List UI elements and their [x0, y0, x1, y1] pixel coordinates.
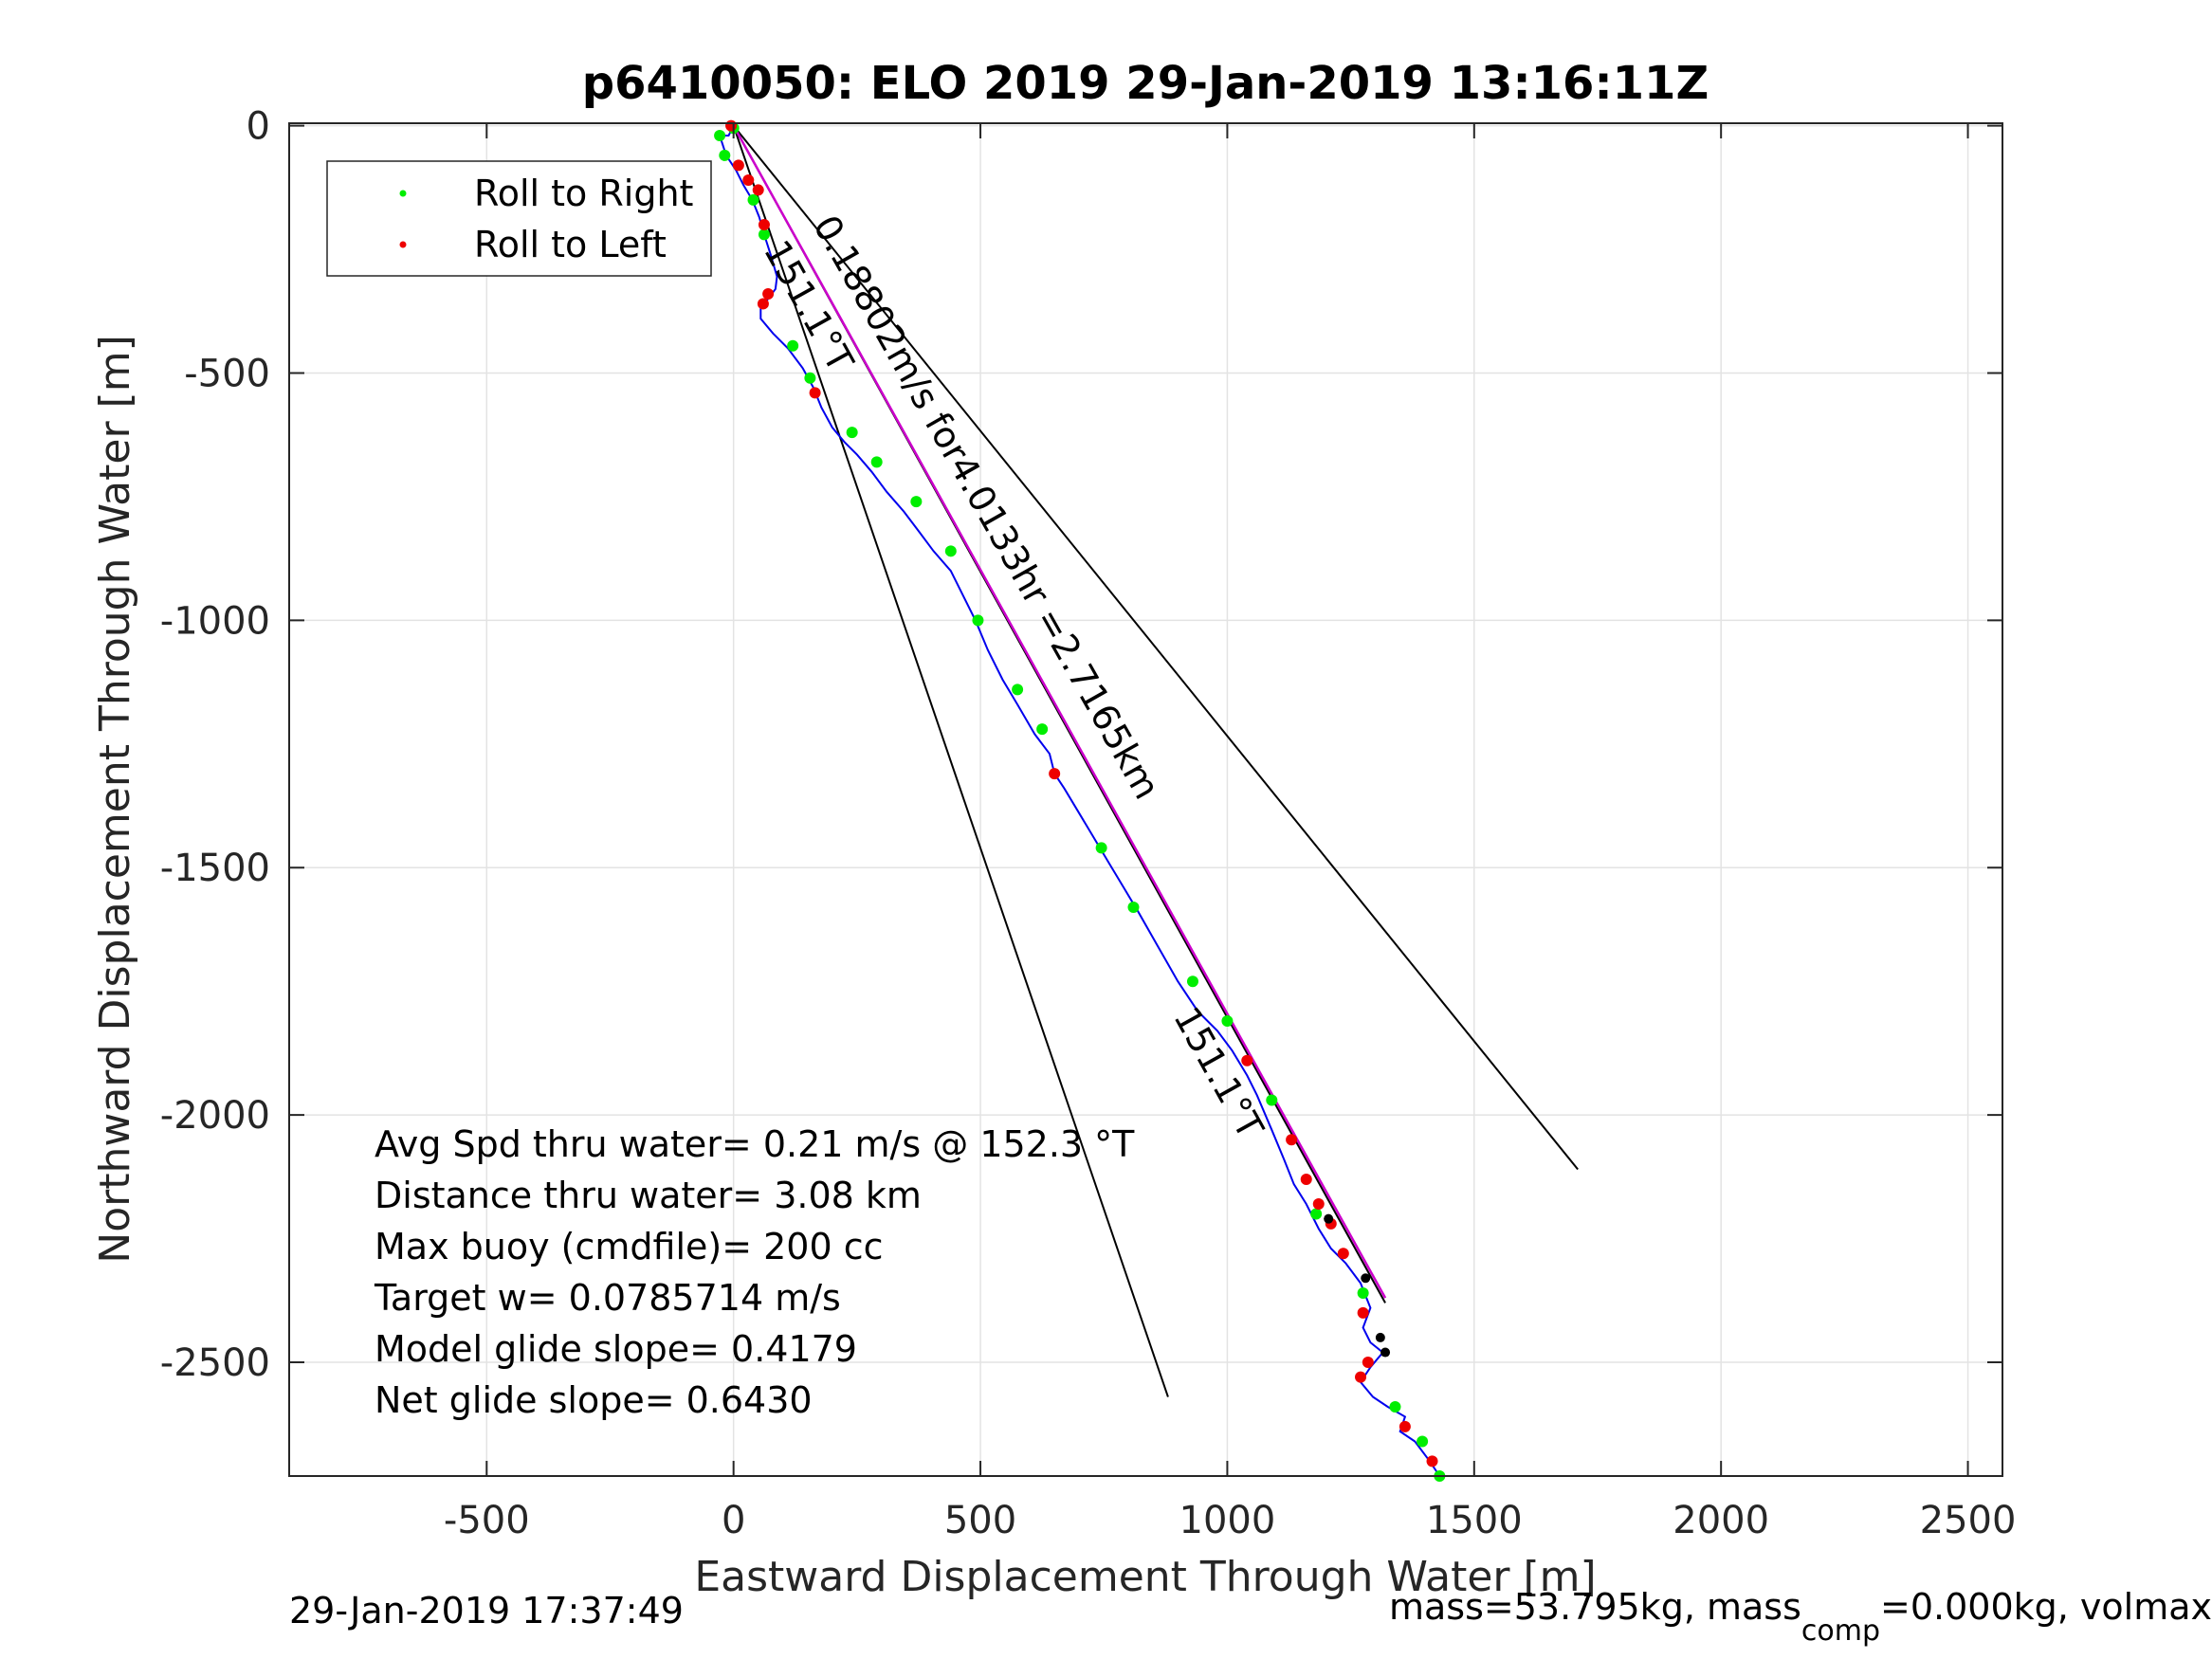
x-tick-label: 1000 — [1179, 1499, 1276, 1542]
ticks: -500 0 500 1000 1500 2000 2500 0 -500 -1000 -1500 -… — [160, 105, 2017, 1542]
roll-left-point — [1337, 1248, 1349, 1260]
y-tick-label: -1000 — [160, 599, 270, 643]
footer-mass: mass=53.795kg, masscomp=0.000kg, volmax — [1389, 1586, 2212, 1648]
black-point — [1380, 1347, 1391, 1358]
x-tick-label: 2500 — [1920, 1499, 2017, 1542]
x-tick-label: 1500 — [1426, 1499, 1523, 1542]
y-tick-label: -500 — [184, 352, 270, 395]
roll-right-point — [758, 228, 770, 241]
roll-right-point — [714, 130, 726, 142]
stat-max-buoy: Max buoy (cmdfile)= 200 cc — [375, 1226, 884, 1267]
footer-mass-prefix: mass=53.795kg, mass — [1389, 1586, 1801, 1628]
roll-left-point — [809, 387, 821, 399]
black-point — [1375, 1332, 1385, 1342]
chart-title: p6410050: ELO 2019 29-Jan-2019 13:16:11Z — [582, 57, 1709, 110]
stats-block: Avg Spd thru water= 0.21 m/s @ 152.3 °T … — [374, 1123, 1135, 1421]
legend-marker-roll-right — [399, 190, 407, 197]
roll-right-point — [1389, 1400, 1401, 1413]
roll-right-point — [972, 614, 984, 627]
black-point — [1324, 1213, 1334, 1224]
roll-right-point — [719, 149, 731, 161]
roll-left-point — [1426, 1455, 1438, 1468]
plot-area — [289, 123, 2002, 1476]
roll-right-point — [747, 193, 759, 206]
roll-left-point — [1286, 1134, 1298, 1146]
x-axis-label: Eastward Displacement Through Water [m] — [694, 1553, 1596, 1601]
roll-left-point — [757, 298, 769, 310]
roll-right-point — [787, 339, 799, 352]
roll-left-point — [742, 174, 755, 187]
roll-left-point — [1241, 1054, 1253, 1066]
y-tick-label: -2500 — [160, 1341, 270, 1385]
roll-right-point — [1357, 1286, 1369, 1299]
stat-model-glide-slope: Model glide slope= 0.4179 — [375, 1328, 857, 1370]
roll-left-point — [758, 218, 770, 230]
stat-net-glide-slope: Net glide slope= 0.6430 — [375, 1379, 813, 1421]
roll-right-point — [1186, 975, 1198, 988]
roll-left-point — [1300, 1173, 1312, 1185]
roll-right-point — [1036, 723, 1049, 736]
footer-mass-subscript: comp — [1801, 1614, 1880, 1648]
roll-left-point — [1362, 1356, 1374, 1368]
footer-mass-suffix: =0.000kg, volmax — [1880, 1586, 2212, 1628]
roll-right-point — [910, 496, 923, 508]
legend-label-roll-left: Roll to Left — [474, 224, 667, 265]
legend-label-roll-right: Roll to Right — [474, 173, 693, 214]
roll-left-point — [1398, 1420, 1411, 1432]
legend: Roll to Right Roll to Left — [326, 160, 712, 277]
stat-avg-speed: Avg Spd thru water= 0.21 m/s @ 152.3 °T — [375, 1123, 1135, 1165]
roll-right-point — [1221, 1014, 1234, 1027]
y-tick-label: -2000 — [160, 1094, 270, 1138]
roll-left-point — [1312, 1198, 1325, 1211]
roll-right-point — [804, 372, 816, 384]
roll-right-point — [944, 545, 957, 557]
roll-right-point — [1266, 1094, 1278, 1106]
roll-right-point — [1127, 901, 1140, 913]
legend-box — [326, 160, 712, 277]
cone-right-line — [732, 124, 1579, 1171]
roll-right-point — [870, 456, 883, 468]
roll-left-point — [732, 159, 744, 172]
legend-marker-roll-left — [399, 241, 407, 248]
x-tick-label: 2000 — [1673, 1499, 1769, 1542]
footer-timestamp: 29-Jan-2019 17:37:49 — [289, 1590, 684, 1632]
y-axis-label: Northward Displacement Through Water [m] — [91, 335, 139, 1263]
x-tick-label: 0 — [722, 1499, 745, 1542]
roll-right-point — [1012, 684, 1024, 696]
stat-target-w: Target w= 0.0785714 m/s — [374, 1277, 841, 1319]
black-point — [1361, 1273, 1371, 1284]
roll-right-point — [1310, 1208, 1323, 1220]
roll-right-point — [1095, 842, 1107, 854]
cone-left-line — [732, 125, 1169, 1397]
roll-left-point — [1357, 1306, 1369, 1319]
roll-left-point — [1355, 1371, 1367, 1383]
roll-left-point — [725, 119, 738, 132]
axes-box — [288, 122, 2003, 1477]
roll-left-point — [762, 288, 775, 301]
roll-right-point — [1417, 1435, 1429, 1448]
x-tick-label: -500 — [444, 1499, 530, 1542]
roll-left-point — [752, 184, 764, 196]
roll-left-point — [1049, 768, 1061, 780]
stat-distance: Distance thru water= 3.08 km — [375, 1175, 922, 1216]
y-tick-label: -1500 — [160, 847, 270, 890]
roll-right-point — [846, 427, 858, 439]
y-tick-label: 0 — [247, 105, 270, 149]
x-tick-label: 500 — [944, 1499, 1016, 1542]
